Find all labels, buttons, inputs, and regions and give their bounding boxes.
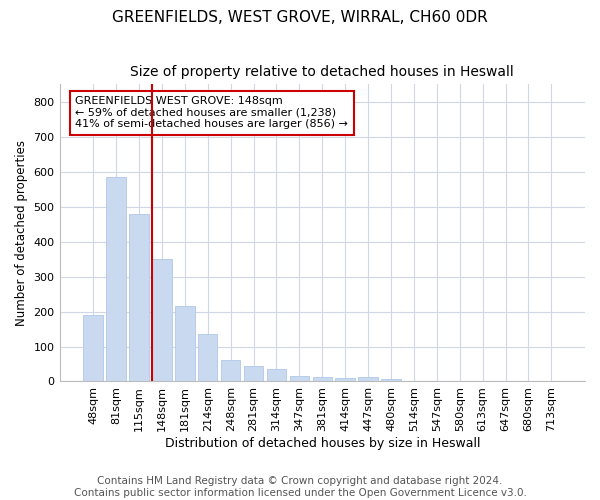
Bar (358, 377, 378, 382)
Bar (106, 177, 126, 382)
Bar (198, 334, 217, 382)
Bar (335, 378, 355, 382)
Text: GREENFIELDS WEST GROVE: 148sqm
← 59% of detached houses are smaller (1,238)
41% : GREENFIELDS WEST GROVE: 148sqm ← 59% of … (76, 96, 348, 130)
X-axis label: Distribution of detached houses by size in Heswall: Distribution of detached houses by size … (164, 437, 480, 450)
Bar (290, 376, 309, 382)
Bar (244, 366, 263, 382)
Text: GREENFIELDS, WEST GROVE, WIRRAL, CH60 0DR: GREENFIELDS, WEST GROVE, WIRRAL, CH60 0D… (112, 10, 488, 25)
Bar (129, 214, 149, 382)
Bar (381, 379, 401, 382)
Bar (313, 377, 332, 382)
Y-axis label: Number of detached properties: Number of detached properties (15, 140, 28, 326)
Bar (221, 360, 241, 382)
Text: Contains HM Land Registry data © Crown copyright and database right 2024.
Contai: Contains HM Land Registry data © Crown c… (74, 476, 526, 498)
Bar (152, 259, 172, 382)
Bar (83, 315, 103, 382)
Title: Size of property relative to detached houses in Heswall: Size of property relative to detached ho… (130, 65, 514, 79)
Bar (267, 369, 286, 382)
Bar (175, 306, 194, 382)
